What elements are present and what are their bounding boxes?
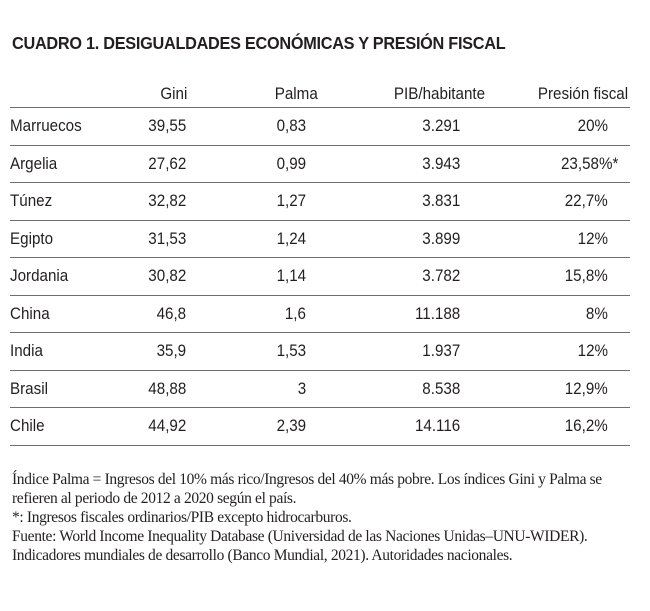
table-row: India 35,9 1,53 1.937 12% — [10, 333, 630, 371]
presion-fiscal-cell: 8% — [586, 304, 608, 323]
asterisk-note: *: Ingresos fiscales ordinarios/PIB exce… — [12, 509, 352, 526]
country-cell: Túnez — [10, 192, 53, 210]
pib-cell: 8.538 — [422, 379, 460, 398]
palma-cell: 2,39 — [276, 417, 306, 435]
country-cell: India — [10, 342, 43, 360]
palma-cell: 0,99 — [276, 154, 306, 173]
palma-cell: 1,24 — [276, 229, 306, 248]
pib-cell: 3.943 — [422, 154, 460, 173]
palma-cell: 1,53 — [276, 342, 306, 360]
source-note: Fuente: World Income Inequality Database… — [12, 528, 588, 564]
gini-cell: 48,88 — [148, 379, 186, 398]
column-header-pib: PIB/habitante — [393, 85, 485, 103]
gini-cell: 32,82 — [148, 192, 186, 210]
country-cell: China — [10, 304, 50, 323]
palma-cell: 1,14 — [276, 267, 306, 285]
presion-fiscal-cell: 12% — [577, 229, 608, 248]
pib-cell: 1.937 — [422, 342, 460, 360]
gini-cell: 35,9 — [156, 342, 186, 360]
table-title: CUADRO 1. DESIGUALDADES ECONÓMICAS Y PRE… — [12, 33, 506, 53]
country-cell: Jordania — [10, 267, 69, 285]
country-cell: Argelia — [10, 154, 58, 173]
presion-fiscal-cell: 22,7% — [564, 192, 608, 210]
table-row: Egipto 31,53 1,24 3.899 12% — [10, 221, 630, 258]
palma-index-note: Índice Palma = Ingresos del 10% más rico… — [12, 471, 602, 507]
gini-cell: 44,92 — [148, 417, 186, 435]
presion-fiscal-cell: 15,8% — [564, 267, 608, 285]
table-row: Brasil 48,88 3 8.538 12,9% — [10, 371, 630, 408]
gini-cell: 30,82 — [148, 267, 186, 285]
country-cell: Chile — [10, 417, 45, 435]
table-row: Marruecos 39,55 0,83 3.291 20% — [10, 108, 630, 146]
gini-cell: 39,55 — [148, 117, 186, 135]
pib-cell: 14.116 — [414, 417, 460, 435]
pib-cell: 3.291 — [422, 117, 460, 135]
column-header-gini: Gini — [160, 85, 187, 103]
pib-cell: 11.188 — [414, 304, 460, 323]
table-row: Jordania 30,82 1,14 3.782 15,8% — [10, 258, 630, 296]
gini-cell: 31,53 — [148, 229, 186, 248]
pib-cell: 3.782 — [422, 267, 460, 285]
gini-cell: 46,8 — [156, 304, 186, 323]
presion-fiscal-cell: 20% — [577, 117, 608, 135]
palma-cell: 1,27 — [276, 192, 306, 210]
table-row: Chile 44,92 2,39 14.116 16,2% — [10, 408, 630, 446]
presion-fiscal-cell: 23,58%* — [560, 154, 618, 173]
column-header-palma: Palma — [274, 85, 318, 103]
table-row: Argelia 27,62 0,99 3.943 23,58%* — [10, 146, 630, 183]
pib-cell: 3.831 — [422, 192, 460, 210]
palma-cell: 0,83 — [276, 117, 306, 135]
column-header-presion-fiscal: Presión fiscal — [537, 85, 628, 103]
data-table: Gini Palma PIB/habitante Presión fiscal … — [10, 79, 630, 446]
table-row: Túnez 32,82 1,27 3.831 22,7% — [10, 183, 630, 221]
gini-cell: 27,62 — [148, 154, 186, 173]
palma-cell: 1,6 — [284, 304, 306, 323]
country-cell: Brasil — [10, 379, 48, 398]
pib-cell: 3.899 — [422, 229, 460, 248]
presion-fiscal-cell: 12% — [577, 342, 608, 360]
table-notes: Índice Palma = Ingresos del 10% más rico… — [12, 470, 637, 565]
country-cell: Egipto — [10, 229, 54, 248]
presion-fiscal-cell: 16,2% — [564, 417, 608, 435]
table-row: China 46,8 1,6 11.188 8% — [10, 296, 630, 333]
table-header-row: Gini Palma PIB/habitante Presión fiscal — [10, 79, 630, 108]
presion-fiscal-cell: 12,9% — [564, 379, 608, 398]
country-cell: Marruecos — [10, 117, 82, 135]
palma-cell: 3 — [297, 379, 306, 398]
